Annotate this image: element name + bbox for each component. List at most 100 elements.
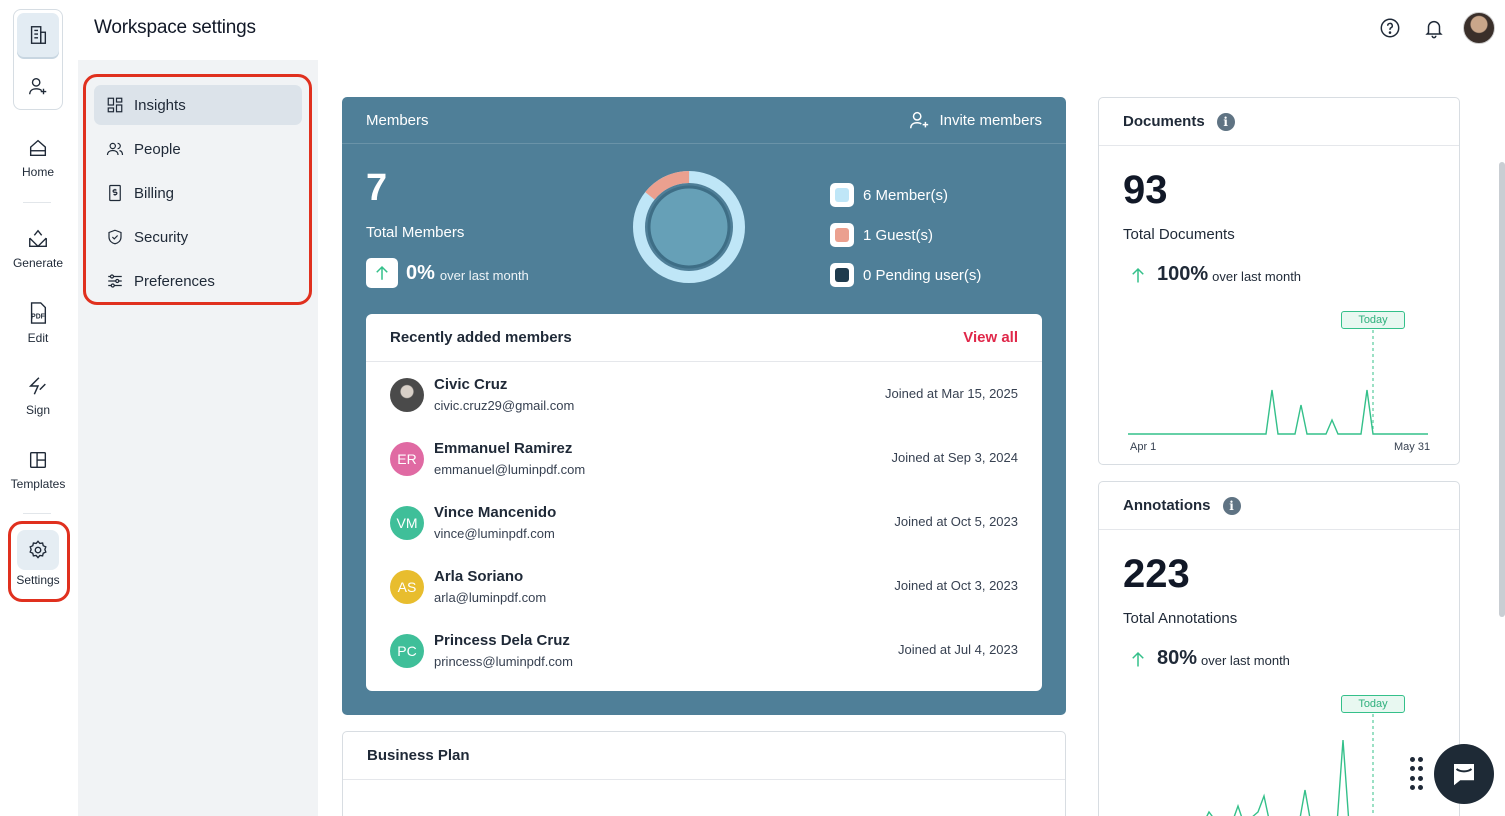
donut-guests-segment	[633, 171, 745, 283]
subnav-item-security[interactable]: Security	[94, 217, 302, 257]
avatar: ER	[390, 442, 424, 476]
members-growth-sub: over last month	[439, 267, 529, 283]
list-item[interactable]: ER Emmanuel Ramirez emmanuel@luminpdf.co…	[390, 440, 1018, 490]
rail-item-sign[interactable]: Sign	[0, 375, 76, 417]
help-icon[interactable]	[1375, 13, 1405, 43]
list-item[interactable]: AS Arla Soriano arla@luminpdf.com Joined…	[390, 568, 1018, 618]
rail-item-edit[interactable]: PDF Edit	[0, 301, 76, 345]
documents-series-line	[1128, 389, 1428, 435]
annotations-growth-sub: over last month	[1201, 653, 1290, 668]
subnav-label: Preferences	[134, 272, 215, 290]
left-rail: Home Generate PDF Edit Sign Templates Se…	[0, 0, 78, 816]
members-legend: 6 Member(s) 1 Guest(s) 0 Pending user(s)	[830, 183, 981, 303]
members-card: Members Invite members 7 Total Members 0…	[342, 97, 1066, 715]
member-joined: Joined at Oct 3, 2023	[894, 578, 1018, 593]
documents-header: Documents i	[1099, 98, 1459, 146]
avatar	[390, 378, 424, 412]
info-icon[interactable]: i	[1216, 112, 1235, 131]
annotations-card: Annotations i 223 Total Annotations 80% …	[1098, 481, 1460, 816]
member-email: princess@luminpdf.com	[434, 654, 573, 669]
annotations-sparkline	[1206, 714, 1374, 816]
total-annotations-value: 223	[1123, 552, 1190, 596]
total-members-value: 7	[366, 167, 388, 209]
member-email: vince@luminpdf.com	[434, 526, 555, 541]
documents-sparkline	[1128, 330, 1428, 435]
members-growth-pct: 0%	[406, 261, 435, 284]
avatar: PC	[390, 634, 424, 668]
rail-label-templates: Templates	[10, 477, 66, 491]
list-item[interactable]: Civic Cruz civic.cruz29@gmail.com Joined…	[390, 376, 1018, 426]
documents-growth-sub: over last month	[1212, 269, 1302, 284]
home-icon	[0, 137, 76, 159]
info-icon[interactable]: i	[1222, 496, 1241, 515]
invite-label: Invite members	[939, 111, 1042, 129]
page-title: Workspace settings	[94, 17, 256, 38]
member-name: Emmanuel Ramirez	[434, 440, 573, 457]
people-icon	[106, 140, 124, 158]
legend-swatch	[830, 223, 854, 247]
add-user-icon[interactable]	[17, 66, 59, 106]
x-axis-end-label: May 31	[1394, 441, 1431, 453]
scrollbar[interactable]	[1499, 162, 1505, 617]
rail-label-settings: Settings	[16, 573, 60, 587]
chat-widget-button[interactable]	[1434, 744, 1494, 804]
rail-label-generate: Generate	[12, 256, 64, 270]
recent-members-card: Recently added members View all Civic Cr…	[366, 314, 1042, 691]
arrow-up-icon	[366, 258, 398, 288]
business-plan-title: Business Plan	[343, 732, 1065, 780]
chat-bubble-icon	[1454, 764, 1474, 786]
view-all-link[interactable]: View all	[963, 329, 1018, 346]
today-marker-label: Today	[1341, 695, 1405, 713]
subnav-label: Insights	[134, 96, 186, 114]
documents-growth: 100% over last month	[1129, 263, 1301, 286]
subnav-item-billing[interactable]: Billing	[94, 173, 302, 213]
rail-item-settings[interactable]	[17, 530, 59, 570]
legend-item-members: 6 Member(s)	[830, 183, 981, 207]
rail-divider	[23, 202, 51, 203]
documents-card: Documents i 93 Total Documents 100% over…	[1098, 97, 1460, 465]
header-actions	[1375, 12, 1495, 44]
members-growth: 0% over last month	[366, 258, 529, 288]
legend-label: 0 Pending user(s)	[863, 266, 982, 284]
rail-item-generate[interactable]: Generate	[0, 228, 76, 270]
member-email: civic.cruz29@gmail.com	[434, 398, 575, 413]
rail-item-home[interactable]: Home	[0, 137, 76, 179]
rail-divider	[23, 513, 51, 514]
member-joined: Joined at Jul 4, 2023	[898, 642, 1018, 657]
add-user-icon	[910, 111, 929, 129]
workspace-switcher	[13, 9, 63, 110]
business-plan-card: Business Plan	[342, 731, 1066, 816]
bell-icon[interactable]	[1419, 13, 1449, 43]
rail-label-home: Home	[21, 165, 54, 179]
annotations-growth: 80% over last month	[1129, 647, 1290, 670]
documents-title: Documents	[1123, 113, 1205, 130]
workspace-building-icon[interactable]	[17, 13, 59, 57]
members-header: Members Invite members	[342, 97, 1066, 144]
drag-handle-icon[interactable]	[1410, 757, 1424, 791]
settings-highlight-outline	[8, 521, 70, 602]
subnav-item-people[interactable]: People	[94, 129, 302, 169]
total-documents-value: 93	[1123, 168, 1168, 212]
list-item[interactable]: PC Princess Dela Cruz princess@luminpdf.…	[390, 632, 1018, 682]
pdf-edit-icon: PDF	[0, 301, 76, 325]
legend-item-pending: 0 Pending user(s)	[830, 263, 981, 287]
annotations-growth-pct: 80%	[1157, 647, 1198, 669]
subnav-item-insights[interactable]: Insights	[94, 85, 302, 125]
total-members-label: Total Members	[366, 224, 465, 241]
member-name: Arla Soriano	[434, 568, 524, 585]
annotations-title: Annotations	[1123, 497, 1211, 514]
generate-icon	[0, 228, 76, 250]
avatar[interactable]	[1463, 12, 1495, 44]
subnav-label: Billing	[134, 184, 175, 202]
templates-icon	[0, 449, 76, 471]
shield-icon	[106, 228, 124, 246]
donut-center	[647, 185, 731, 269]
legend-swatch	[830, 183, 854, 207]
rail-item-templates[interactable]: Templates	[0, 449, 76, 491]
x-axis-start-label: Apr 1	[1130, 441, 1157, 453]
list-item[interactable]: VM Vince Mancenido vince@luminpdf.com Jo…	[390, 504, 1018, 554]
subnav-item-preferences[interactable]: Preferences	[94, 261, 302, 301]
rail-label-edit: Edit	[27, 331, 49, 345]
invite-members-button[interactable]: Invite members	[907, 109, 1042, 131]
member-name: Civic Cruz	[434, 376, 508, 393]
